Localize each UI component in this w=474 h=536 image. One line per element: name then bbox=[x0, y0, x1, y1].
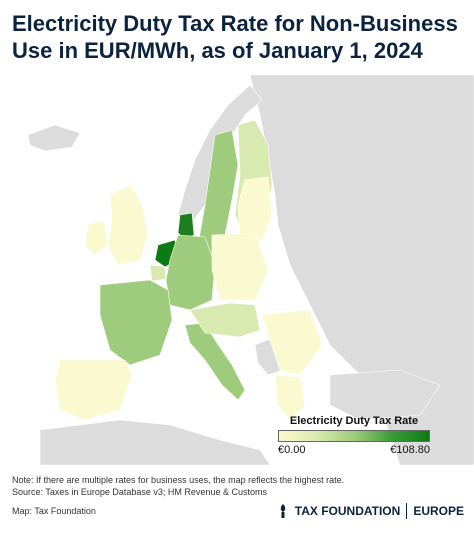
country-poland bbox=[211, 232, 269, 301]
country-romania-bulgaria bbox=[261, 309, 323, 376]
legend-min-label: €0.00 bbox=[278, 444, 306, 456]
logo-divider bbox=[406, 503, 408, 519]
country-france bbox=[99, 279, 173, 366]
torch-icon bbox=[280, 504, 286, 518]
iceland-region bbox=[27, 124, 81, 152]
logo-name: TAX FOUNDATION bbox=[294, 504, 401, 518]
map-legend: Electricity Duty Tax Rate €0.00 €108.80 bbox=[278, 415, 430, 456]
tax-foundation-logo: TAX FOUNDATION EUROPE bbox=[275, 503, 464, 519]
europe-map bbox=[0, 75, 474, 465]
legend-color-scale bbox=[278, 430, 430, 442]
country-belgium bbox=[149, 264, 167, 282]
country-greece bbox=[274, 374, 306, 421]
logo-region: EUROPE bbox=[413, 504, 464, 518]
country-iberia bbox=[54, 359, 133, 421]
turkey-region bbox=[329, 369, 441, 421]
country-estonia-latvia-lithuania bbox=[237, 176, 273, 241]
footnote: Note: If there are multiple rates for bu… bbox=[12, 474, 462, 498]
country-uk bbox=[107, 184, 149, 266]
country-ireland bbox=[84, 219, 109, 256]
country-central-europe bbox=[189, 302, 261, 338]
legend-max-label: €108.80 bbox=[390, 444, 430, 456]
source-text: Source: Taxes in Europe Database v3; HM … bbox=[12, 487, 267, 497]
north-africa-region bbox=[39, 419, 271, 465]
map-credit: Map: Tax Foundation bbox=[12, 506, 96, 516]
legend-title: Electricity Duty Tax Rate bbox=[289, 415, 419, 427]
note-text: Note: If there are multiple rates for bu… bbox=[12, 475, 345, 485]
map-title: Electricity Duty Tax Rate for Non-Busine… bbox=[12, 11, 458, 63]
map-canvas bbox=[27, 75, 474, 465]
